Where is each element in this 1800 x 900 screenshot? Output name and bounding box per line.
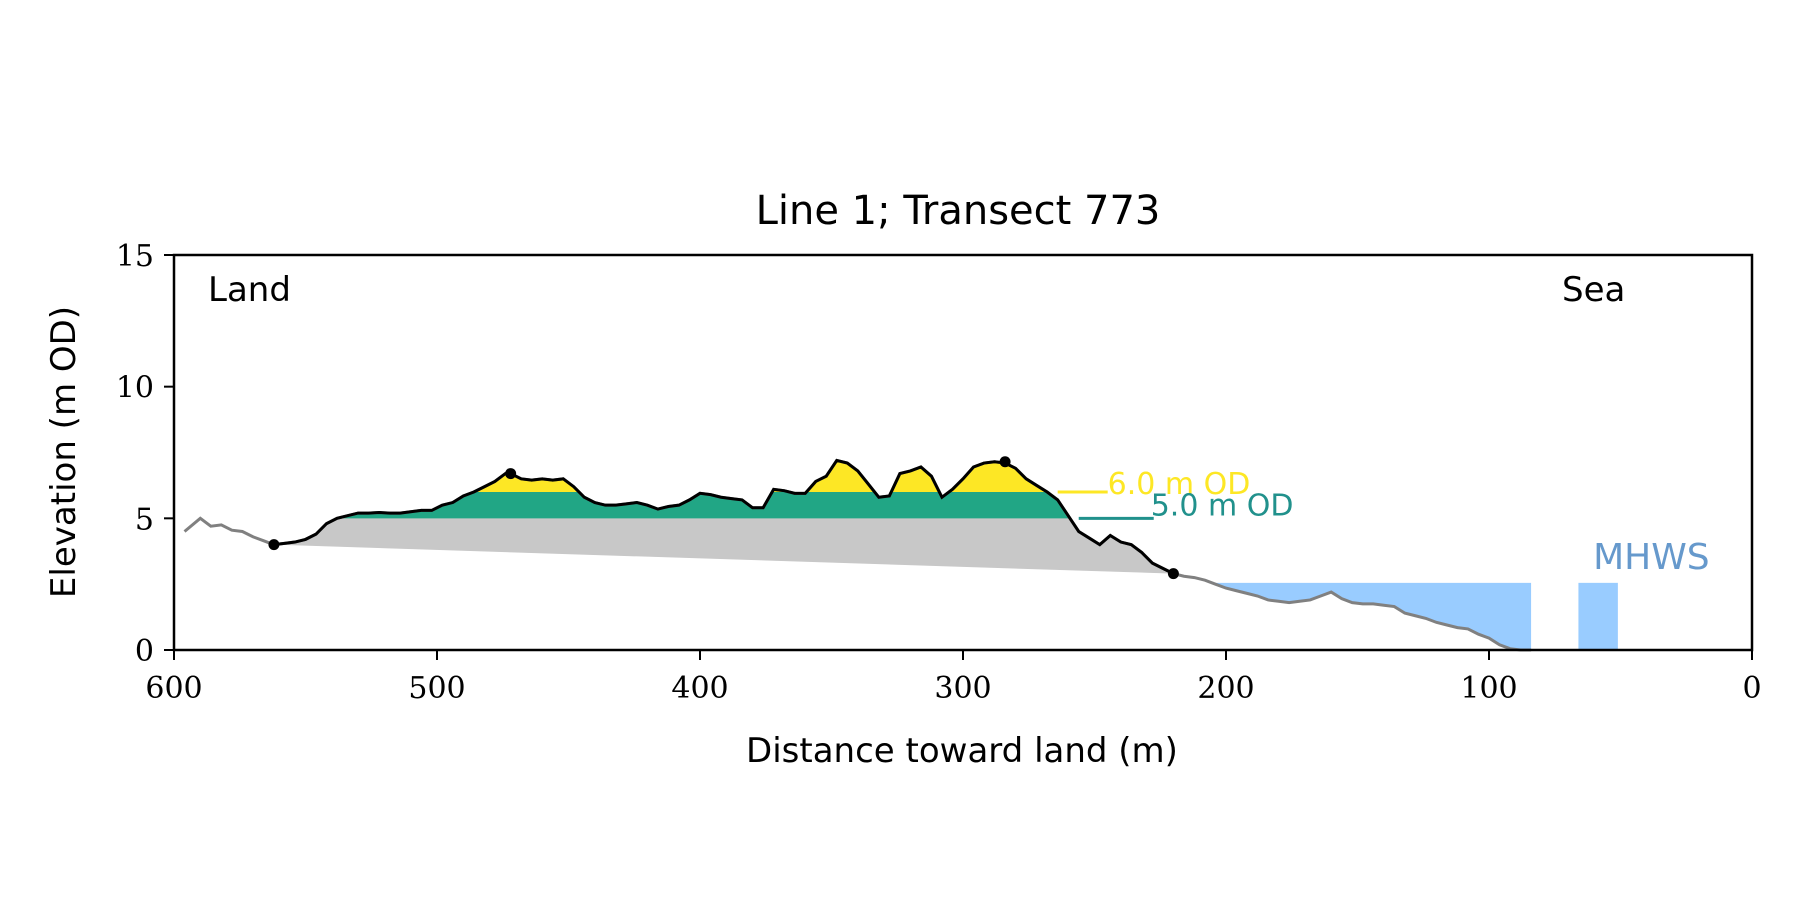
profile-marker [505, 468, 517, 480]
volume-above-6m-area [948, 461, 1048, 492]
x-tick-label: 0 [1742, 671, 1761, 706]
y-axis-label: Elevation (m OD) [44, 306, 84, 598]
volume-above-6m-area [806, 460, 875, 492]
x-axis: 600 500 400 300 200 100 0 [145, 650, 1762, 706]
chart-title: Line 1; Transect 773 [756, 188, 1161, 234]
level-6-label: 6.0 m OD [1108, 467, 1251, 502]
level-5-label: 5.0 m OD [1151, 488, 1294, 523]
x-axis-label: Distance toward land (m) [746, 731, 1178, 771]
plot-area: 6.0 m OD5.0 m OD MHWS [183, 456, 1710, 652]
x-tick-label: 500 [408, 671, 465, 706]
sea-label: Sea [1562, 270, 1625, 310]
x-tick-label: 300 [934, 671, 991, 706]
mhws-water-area [1211, 582, 1532, 650]
profile-marker [268, 539, 280, 551]
x-tick-label: 200 [1197, 671, 1254, 706]
profile-marker [999, 456, 1011, 468]
x-tick-label: 400 [671, 671, 728, 706]
y-tick-label: 15 [116, 239, 154, 274]
x-tick-label: 600 [145, 671, 202, 706]
mhws-block [1578, 582, 1618, 650]
x-tick-label: 100 [1460, 671, 1517, 706]
y-tick-label: 0 [135, 634, 154, 669]
volume-above-5m-area [337, 460, 1070, 519]
y-tick-label: 5 [135, 502, 154, 537]
y-axis: 0 5 10 15 [116, 239, 174, 669]
y-tick-label: 10 [116, 371, 154, 406]
profile-main-line [273, 458, 1175, 575]
land-label: Land [208, 270, 291, 310]
profile-marker [1167, 568, 1179, 580]
mhws-label: MHWS [1593, 537, 1710, 578]
